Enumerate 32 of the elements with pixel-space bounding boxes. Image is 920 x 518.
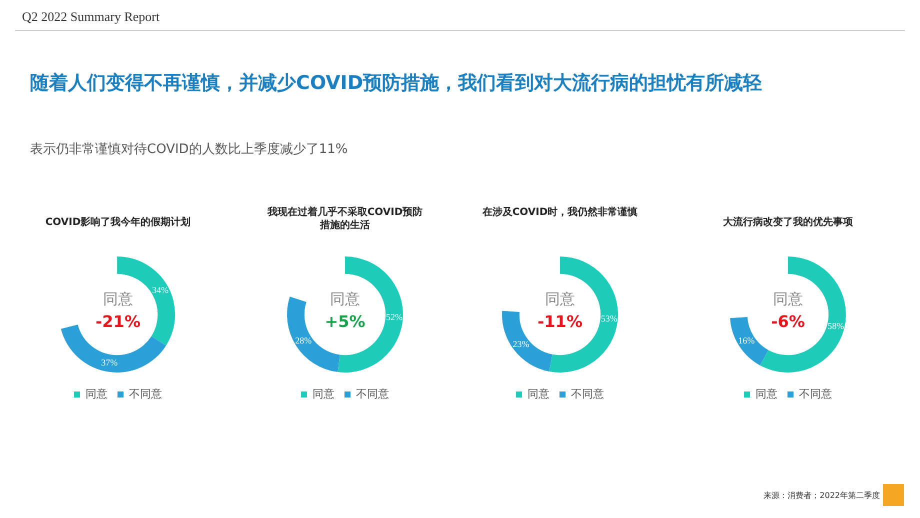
text: Q2 2022 Summary Report [22, 9, 160, 25]
data-label: 16% [738, 335, 756, 346]
text: -11% [538, 312, 582, 331]
text: 随着人们变得不再谨慎，并减少COVID预防措施，我们看到对大流行病的担忧有所减轻 [30, 71, 762, 96]
chart-title: 大流行病改变了我的优先事项 [722, 216, 854, 229]
legend-label: 不同意 [356, 388, 389, 401]
text: 同意 [772, 290, 804, 309]
data-label: 23% [512, 339, 530, 350]
chart-title: 在涉及COVID时，我仍然非常谨慎 [481, 206, 639, 219]
data-label: 52% [386, 312, 403, 322]
text: 同意 [329, 290, 361, 309]
text: 同意 [103, 290, 133, 308]
data-label: 53% [600, 314, 618, 324]
data-label: 28% [295, 335, 312, 346]
legend-label: 不同意 [129, 388, 162, 401]
chart-title: COVID影响了我今年的假期计划 [44, 216, 192, 229]
text: -6% [771, 312, 805, 331]
text: 表示仍非常谨慎对待COVID的人数比上季度减少了11% [30, 141, 348, 158]
source-note: 来源：消费者；2022年第二季度 [764, 490, 880, 501]
legend-label: 同意 [312, 388, 334, 401]
legend-label: 同意 [756, 388, 778, 401]
legend-label: 不同意 [571, 388, 604, 401]
legend-label: 同意 [528, 388, 550, 401]
legend-label: 同意 [86, 388, 108, 401]
data-label: 34% [152, 285, 170, 296]
data-label: 37% [101, 358, 118, 368]
text: 同意 [544, 290, 576, 309]
chart-title: 我现在过着几乎不采取COVID预防措施的生活 [266, 206, 424, 232]
text: -21% [94, 312, 142, 331]
text: +5% [324, 312, 366, 331]
data-label: 58% [827, 321, 844, 332]
legend-label: 不同意 [799, 388, 832, 401]
